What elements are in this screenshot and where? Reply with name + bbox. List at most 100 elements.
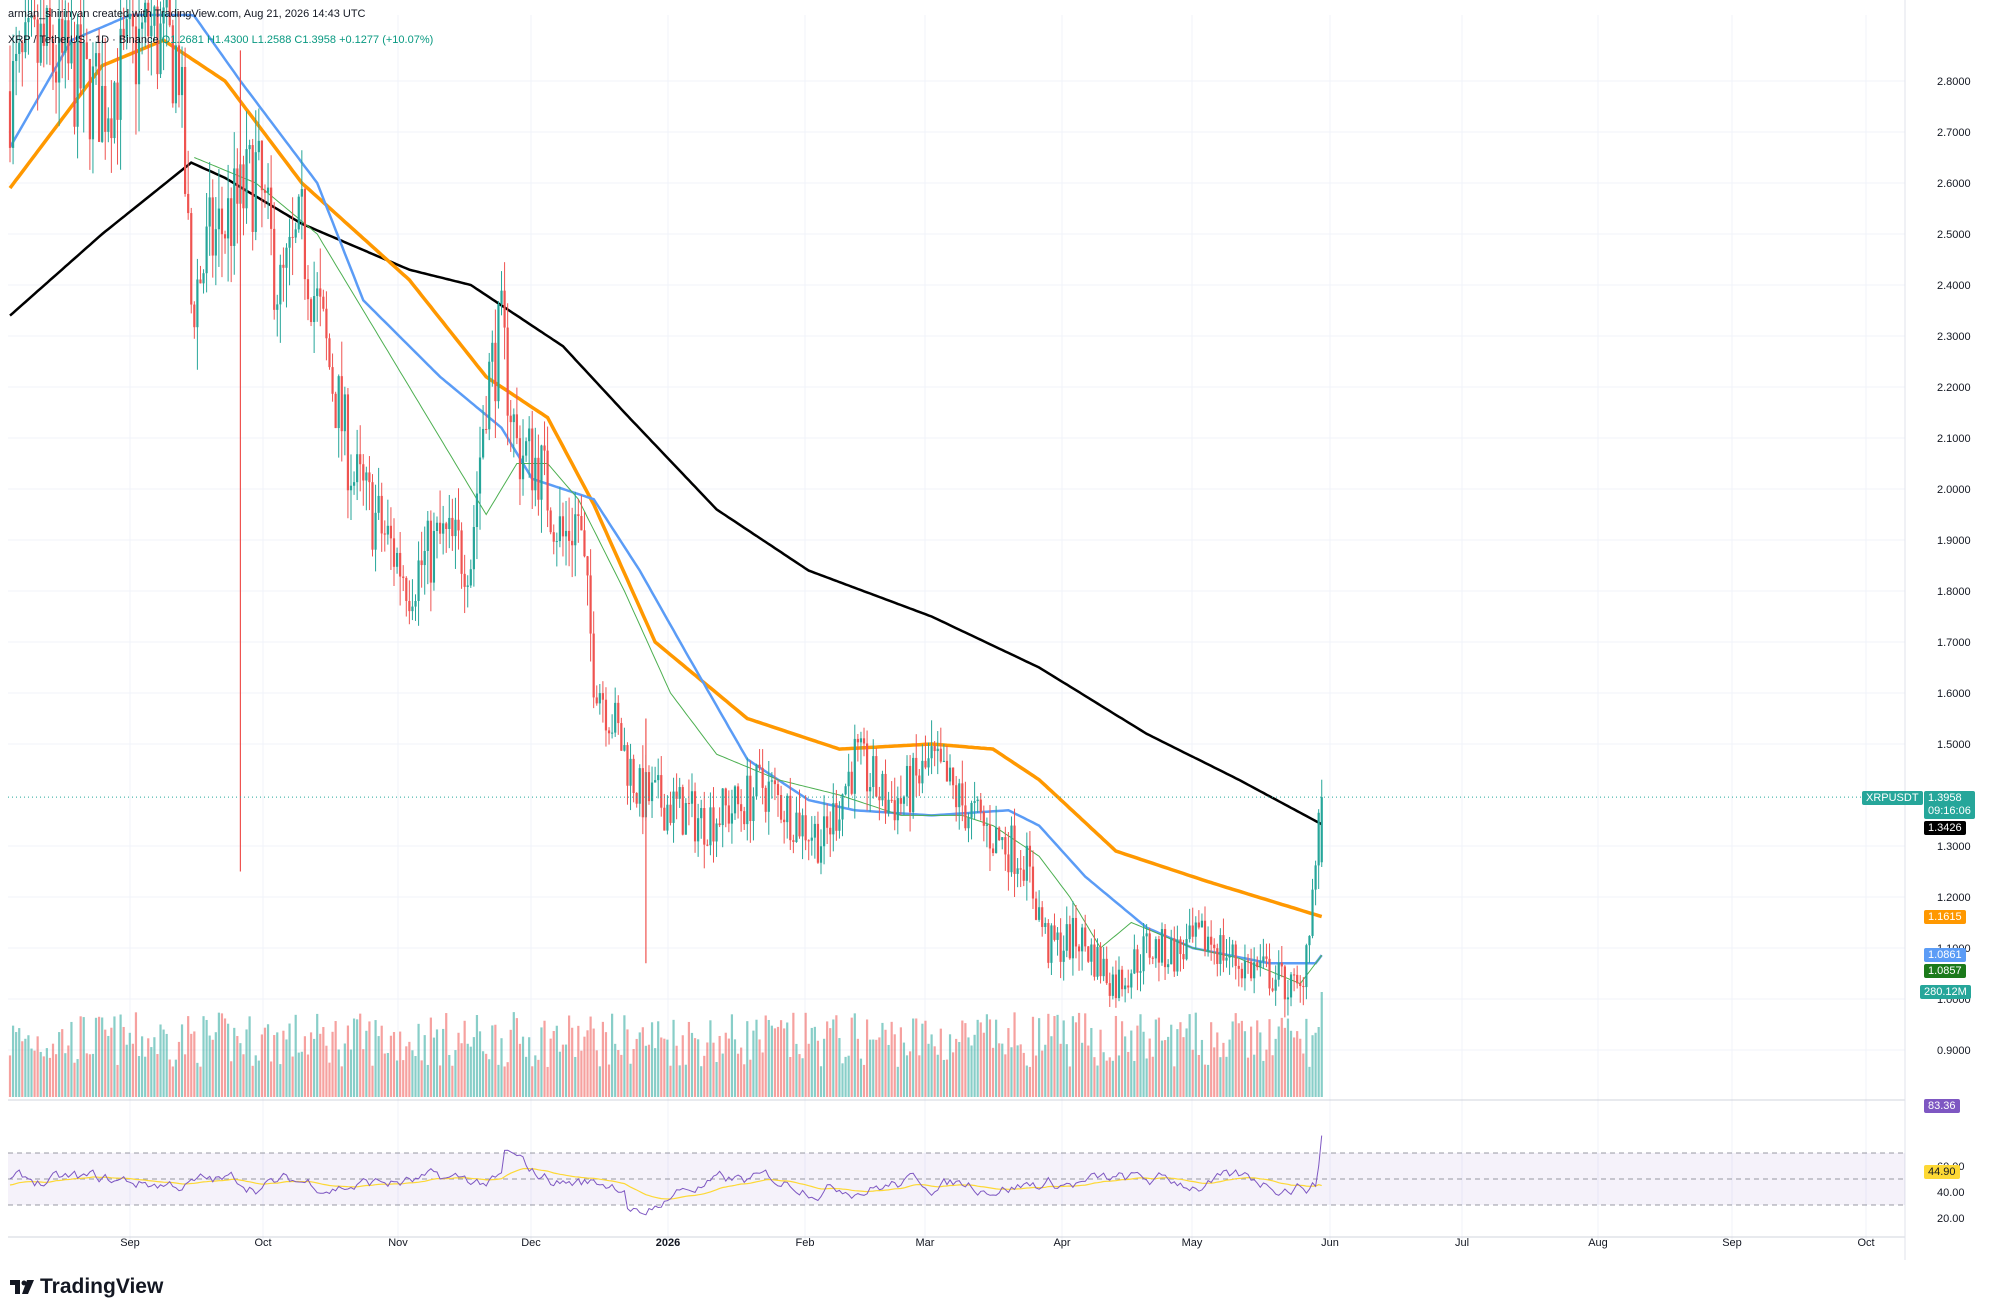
volume-bar [1099, 1029, 1102, 1097]
volume-bar [1130, 1030, 1133, 1097]
volume-bar [24, 1038, 27, 1097]
candle-body [727, 805, 730, 824]
volume-bar [629, 1063, 632, 1097]
volume-bar [303, 1036, 307, 1097]
time-axis[interactable]: Sep Oct Nov Dec 2026 Feb Mar Apr May Jun Jul Aug Sep… [120, 1237, 1874, 1249]
volume-bar [239, 1043, 242, 1097]
candle-body [405, 577, 408, 601]
volume-bar [1108, 1057, 1111, 1097]
candle-body [764, 787, 767, 812]
volume-bar [690, 1032, 694, 1097]
volume-bar [165, 1033, 168, 1097]
candle-body [82, 42, 85, 89]
candle-body [945, 760, 949, 782]
candle-body [288, 236, 291, 248]
candle-body [196, 279, 199, 328]
candle-body [580, 516, 583, 531]
candle-body [973, 801, 976, 803]
volume-bar [1305, 1018, 1308, 1097]
volume-bar [451, 1065, 454, 1097]
candle-body [408, 600, 411, 612]
volume-bars [8, 992, 1323, 1097]
candle-body [352, 482, 356, 486]
candle-body [1124, 985, 1127, 990]
volume-bar [82, 1017, 85, 1097]
price-tick-label: 1.5000 [1937, 739, 1971, 751]
volume-bar [1253, 1054, 1256, 1097]
candle-body [1031, 866, 1035, 899]
volume-bar [1185, 1028, 1188, 1097]
symbol-legend[interactable]: XRP / TetherUS · 1D · Binance O1.2681 H1… [8, 34, 433, 46]
volume-bar [1259, 1032, 1262, 1097]
candle-body [681, 787, 684, 835]
candle-body [1188, 925, 1191, 940]
candle-body [1090, 944, 1093, 962]
tradingview-logo[interactable]: TradingView [10, 1275, 163, 1299]
volume-bar [282, 1030, 285, 1097]
last-price-label: 1.3958 09:16:06 [1924, 791, 1975, 819]
volume-bar [724, 1032, 727, 1097]
candle-body [715, 823, 718, 842]
candle-body [521, 455, 525, 480]
candle-body [1111, 974, 1114, 996]
candle-body [1200, 920, 1204, 928]
candle-body [199, 279, 202, 284]
candle-body [571, 540, 574, 546]
candle-body [844, 786, 847, 795]
volume-bar [733, 1039, 737, 1097]
volume-bar [1028, 1066, 1032, 1097]
candle-body [669, 804, 672, 823]
candle-body [589, 575, 592, 634]
time-tick-label: Dec [521, 1237, 541, 1249]
candle-body [770, 780, 773, 782]
candle-body [113, 82, 116, 139]
candle-body [402, 576, 405, 578]
volume-bar [481, 1051, 485, 1097]
volume-bar [660, 1037, 663, 1097]
volume-bar [918, 1055, 921, 1097]
volume-bar [217, 1012, 220, 1097]
volume-bar [595, 1050, 598, 1097]
candle-body [672, 791, 675, 823]
symbol-name[interactable]: XRP / TetherUS · 1D · Binance [8, 34, 159, 46]
volume-bar [94, 1017, 98, 1097]
candle-body [933, 746, 936, 752]
volume-bar [730, 1014, 734, 1097]
candle-body [291, 236, 294, 238]
volume-bar [979, 1022, 982, 1097]
volume-bar [657, 1021, 660, 1097]
candle-body [94, 53, 98, 67]
candle-body [1216, 948, 1219, 964]
candle-body [1268, 958, 1271, 989]
volume-bar [174, 1059, 177, 1097]
candle-body [961, 783, 964, 806]
volume-bar [970, 1045, 973, 1097]
candle-body [1071, 917, 1075, 959]
volume-bar [776, 1026, 780, 1097]
price-axis[interactable]: 2.8000 2.7000 2.6000 2.5000 2.4000 2.3000 2.20… [1937, 76, 1971, 1057]
candle-body [773, 780, 777, 785]
volume-bar [36, 1036, 39, 1097]
volume-bar [288, 1023, 291, 1097]
candle-body [1105, 958, 1108, 984]
volume-bar [829, 1028, 832, 1097]
candle-body [703, 808, 706, 845]
volume-bar [1059, 1043, 1062, 1097]
price-tick-label: 1.2000 [1937, 892, 1971, 904]
volume-bar [365, 1030, 368, 1097]
volume-bar [908, 1051, 912, 1097]
volume-bar [859, 1058, 863, 1097]
volume-bar [1041, 1050, 1044, 1097]
volume-bar [964, 1023, 967, 1097]
candle-body [8, 91, 12, 148]
ohlc-change: +0.1277 (+10.07%) [339, 34, 434, 46]
candle-body [325, 308, 328, 339]
volume-bar [313, 1038, 316, 1097]
candle-body [697, 818, 700, 842]
candle-body [875, 756, 878, 797]
volume-bar [205, 1019, 208, 1097]
volume-bar [521, 1036, 525, 1097]
rsi-line [9, 1135, 1323, 1216]
volume-bar [1062, 1020, 1065, 1097]
